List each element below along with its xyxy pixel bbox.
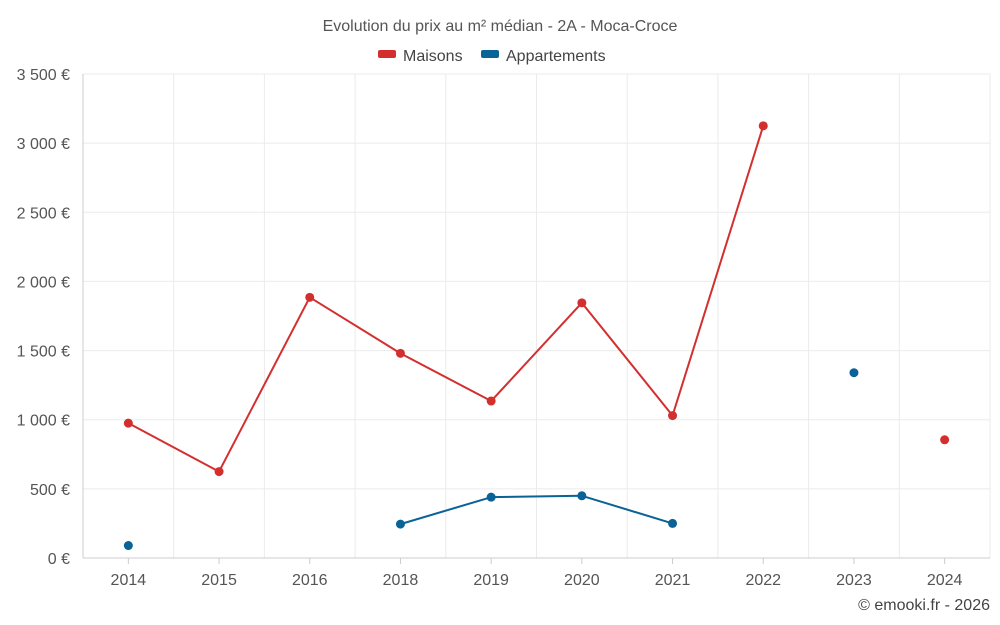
data-point-maisons-2014[interactable] — [123, 418, 133, 428]
data-point-maisons-2021[interactable] — [668, 411, 678, 421]
data-point-appartements-2020[interactable] — [577, 491, 587, 501]
x-tick-label: 2021 — [655, 572, 691, 589]
data-point-maisons-2020[interactable] — [577, 298, 587, 308]
legend-item-appartements[interactable]: Appartements — [481, 48, 606, 65]
data-point-maisons-2019[interactable] — [486, 396, 496, 406]
data-point-appartements-2019[interactable] — [486, 492, 496, 502]
y-tick-label: 500 € — [30, 482, 70, 499]
x-tick-label: 2020 — [564, 572, 600, 589]
y-tick-label: 2 500 € — [17, 205, 70, 222]
y-tick-label: 1 500 € — [17, 344, 70, 361]
y-axis: 0 € 500 € 1 000 € 1 500 € 2 000 € 2 500 € 3 00… — [17, 67, 84, 568]
legend-swatch-maisons — [378, 50, 396, 58]
x-tick-label: 2015 — [201, 572, 237, 589]
legend-swatch-appartements — [481, 50, 499, 58]
grid — [83, 73, 991, 558]
series-line-maisons — [127, 125, 765, 473]
x-tick-label: 2019 — [473, 572, 509, 589]
legend: Maisons Appartements — [378, 48, 606, 65]
credit-text: © emooki.fr - 2026 — [858, 597, 990, 614]
x-tick-label: 2018 — [383, 572, 419, 589]
y-tick-label: 3 500 € — [17, 67, 70, 84]
x-tick-label: 2022 — [745, 572, 781, 589]
data-point-maisons-2018[interactable] — [395, 348, 405, 358]
series — [123, 121, 950, 551]
x-axis: 2014 2015 2016 2018 2019 2020 2021 2022 2023 2024 — [83, 557, 990, 589]
series-line-appartements — [400, 494, 673, 526]
data-point-maisons-2015[interactable] — [214, 467, 224, 477]
y-tick-label: 3 000 € — [17, 136, 70, 153]
data-point-appartements-2021[interactable] — [668, 518, 678, 528]
data-point-maisons-2024[interactable] — [940, 435, 950, 445]
y-tick-label: 2 000 € — [17, 274, 70, 291]
data-point-appartements-2023[interactable] — [849, 368, 859, 378]
chart-title: Evolution du prix au m² médian - 2A - Mo… — [323, 18, 678, 35]
x-tick-label: 2023 — [836, 572, 872, 589]
data-point-maisons-2016[interactable] — [305, 292, 315, 302]
series-maisons — [123, 121, 950, 477]
x-tick-label: 2014 — [111, 572, 147, 589]
x-tick-label: 2024 — [927, 572, 963, 589]
y-tick-label: 0 € — [48, 551, 70, 568]
data-point-appartements-2014[interactable] — [123, 541, 133, 551]
legend-label-maisons: Maisons — [403, 48, 463, 65]
legend-item-maisons[interactable]: Maisons — [378, 48, 463, 65]
data-point-maisons-2022[interactable] — [758, 121, 768, 131]
series-appartements — [123, 368, 859, 551]
x-tick-label: 2016 — [292, 572, 328, 589]
data-point-appartements-2018[interactable] — [395, 519, 405, 529]
y-tick-label: 1 000 € — [17, 413, 70, 430]
legend-label-appartements: Appartements — [506, 48, 606, 65]
